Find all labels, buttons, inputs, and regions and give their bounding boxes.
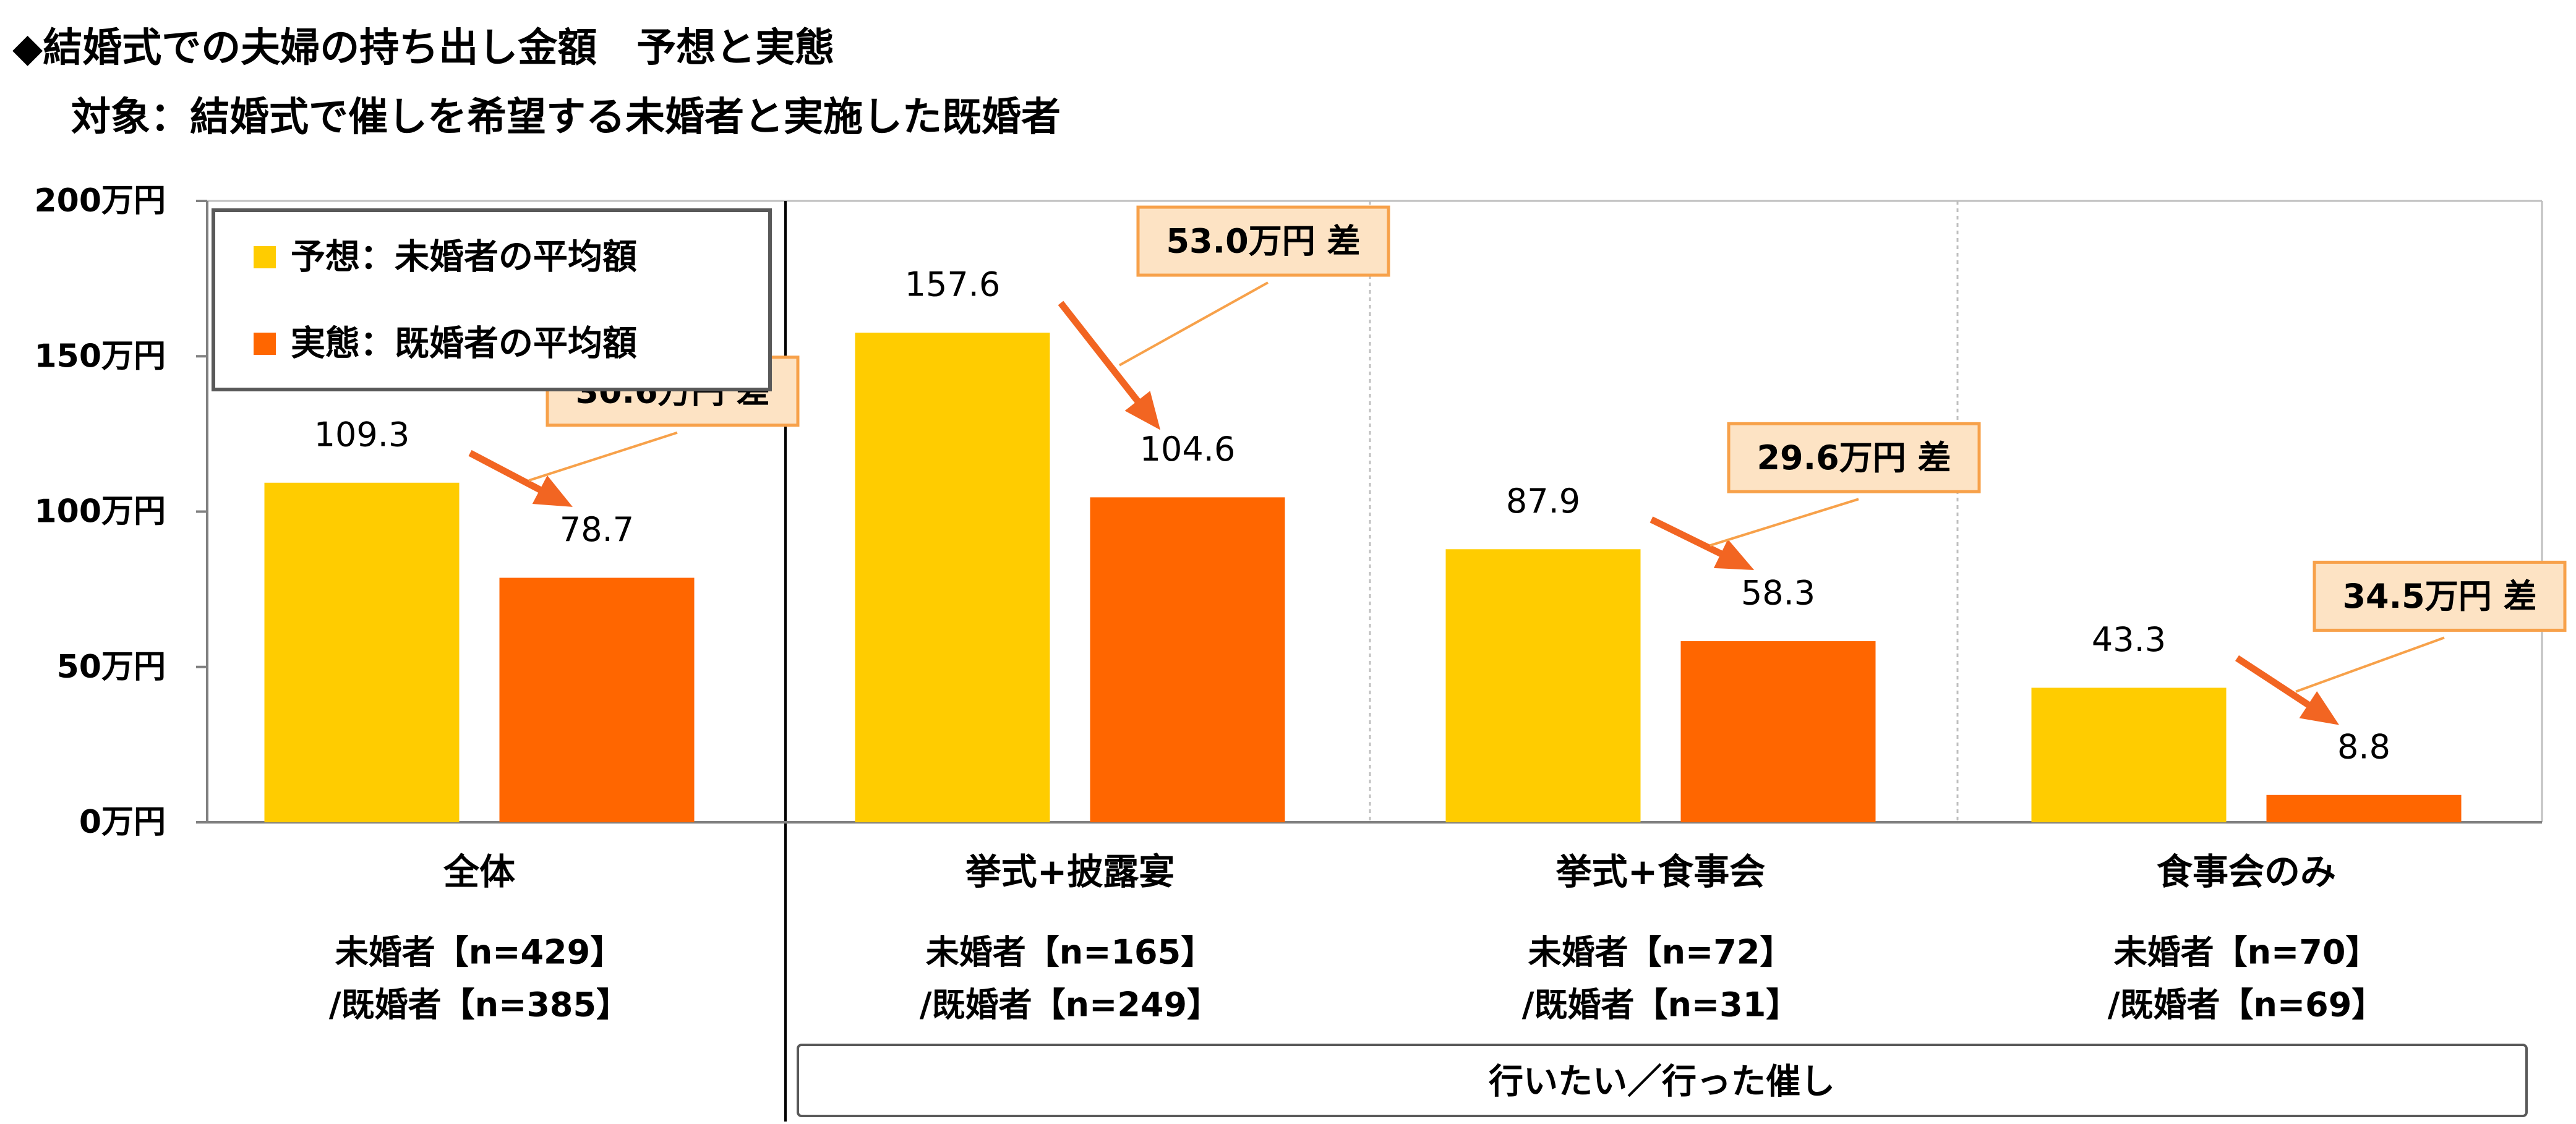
- category-label: 食事会のみ: [2157, 851, 2336, 893]
- diff-arrow-head: [1713, 539, 1755, 570]
- y-tick-label: 0万円: [79, 804, 166, 841]
- diff-box: [2313, 560, 2567, 632]
- diff-box: [1136, 205, 1390, 277]
- y-tick-label: 150万円: [34, 338, 166, 375]
- value-label-actual: 78.7: [560, 510, 634, 549]
- diff-label: 29.6万円 差: [1757, 438, 1951, 477]
- sample-size-married: /既婚者【n=385】: [329, 986, 630, 1024]
- sample-size-unmarried: 未婚者【n=429】: [335, 933, 623, 972]
- group-label-box: [797, 1044, 2528, 1117]
- y-tick-label: 200万円: [34, 182, 166, 219]
- chart-subtitle: 対象：結婚式で催しを希望する未婚者と実施した既婚者: [71, 95, 1061, 140]
- value-label-actual: 104.6: [1140, 430, 1236, 469]
- diff-box: [1727, 422, 1981, 493]
- sample-size-unmarried: 未婚者【n=70】: [2114, 933, 2379, 972]
- sample-size-married: /既婚者【n=31】: [1522, 986, 1800, 1024]
- legend-box: [212, 208, 772, 391]
- diff-leader-line: [2295, 636, 2445, 693]
- category-label: 挙式+食事会: [1555, 851, 1766, 893]
- diff-leader-line: [1119, 281, 1269, 367]
- diff-leader-line: [1709, 498, 1859, 547]
- group-label: 行いたい／行った催し: [1489, 1062, 1835, 1102]
- diff-label: 53.0万円 差: [1166, 222, 1360, 261]
- value-label-actual: 8.8: [2337, 727, 2390, 766]
- diff-arrow-head: [1124, 391, 1161, 430]
- y-tick-label: 100万円: [34, 493, 166, 530]
- diff-label: 34.5万円 差: [2342, 577, 2536, 616]
- sample-size-unmarried: 未婚者【n=165】: [926, 933, 1214, 972]
- bar-actual: [499, 577, 695, 822]
- legend-label-expected: 予想：未婚者の平均額: [291, 237, 637, 278]
- bar-actual: [1090, 497, 1285, 822]
- sample-size-unmarried: 未婚者【n=72】: [1528, 933, 1794, 972]
- bar-expected: [264, 482, 460, 822]
- bar-expected: [2031, 688, 2227, 822]
- legend-label-actual: 実態：既婚者の平均額: [291, 324, 637, 364]
- value-label-actual: 58.3: [1741, 574, 1815, 613]
- bar-expected: [1445, 549, 1641, 822]
- bar-actual: [2266, 794, 2462, 822]
- legend-swatch-expected: [254, 246, 276, 268]
- diff-arrow-head: [2299, 691, 2340, 725]
- chart-title: ◆結婚式での夫婦の持ち出し金額 予想と実態: [12, 25, 834, 71]
- diff-leader-line: [528, 431, 678, 482]
- value-label-expected: 87.9: [1506, 482, 1580, 521]
- value-label-expected: 109.3: [314, 415, 410, 454]
- legend-swatch-actual: [254, 333, 276, 355]
- y-tick-label: 50万円: [57, 649, 166, 686]
- value-label-expected: 43.3: [2092, 620, 2166, 659]
- bar-expected: [855, 333, 1050, 822]
- sample-size-married: /既婚者【n=69】: [2108, 986, 2386, 1024]
- category-label: 全体: [443, 851, 515, 893]
- value-label-expected: 157.6: [905, 265, 1001, 304]
- bar-actual: [1680, 641, 1876, 822]
- sample-size-married: /既婚者【n=249】: [920, 986, 1220, 1024]
- diff-arrow-head: [532, 475, 573, 507]
- category-label: 挙式+披露宴: [965, 851, 1175, 893]
